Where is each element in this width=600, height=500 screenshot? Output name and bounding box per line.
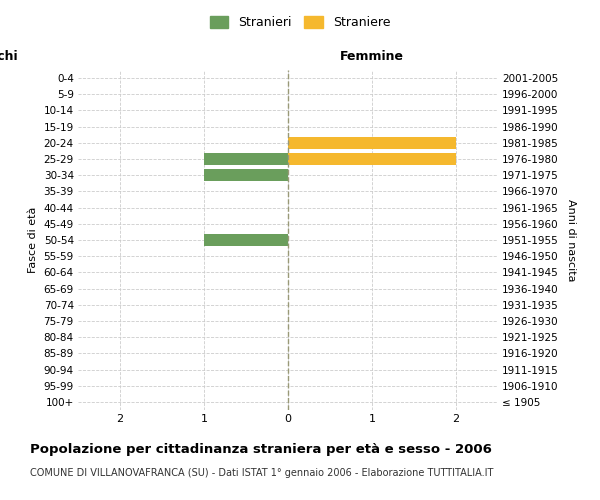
Text: Popolazione per cittadinanza straniera per età e sesso - 2006: Popolazione per cittadinanza straniera p… (30, 442, 492, 456)
Bar (288, 137, 456, 149)
Bar (204, 153, 288, 165)
Y-axis label: Anni di nascita: Anni di nascita (566, 198, 575, 281)
Bar (204, 169, 288, 181)
Text: Maschi: Maschi (0, 50, 19, 63)
Y-axis label: Fasce di età: Fasce di età (28, 207, 38, 273)
Bar (288, 153, 456, 165)
Legend: Stranieri, Straniere: Stranieri, Straniere (209, 16, 391, 29)
Text: COMUNE DI VILLANOVAFRANCA (SU) - Dati ISTAT 1° gennaio 2006 - Elaborazione TUTTI: COMUNE DI VILLANOVAFRANCA (SU) - Dati IS… (30, 468, 493, 477)
Bar (204, 234, 288, 246)
Text: Femmine: Femmine (340, 50, 404, 63)
